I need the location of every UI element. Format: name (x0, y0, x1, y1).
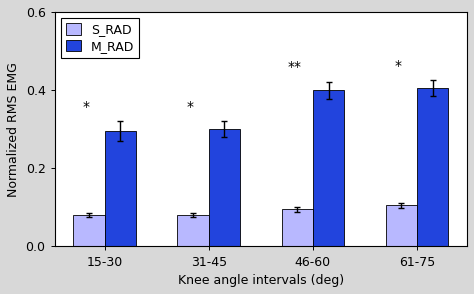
Text: *: * (186, 100, 193, 114)
Legend: S_RAD, M_RAD: S_RAD, M_RAD (61, 18, 139, 58)
Text: **: ** (287, 61, 301, 74)
Bar (209, 129, 240, 246)
Bar (105, 131, 136, 246)
Y-axis label: Normalized RMS EMG: Normalized RMS EMG (7, 62, 20, 197)
Bar (417, 88, 448, 246)
Bar (386, 206, 417, 246)
Bar (313, 90, 344, 246)
Bar (177, 215, 209, 246)
Bar (73, 215, 105, 246)
Text: *: * (82, 100, 89, 114)
Bar (282, 209, 313, 246)
Text: *: * (395, 59, 402, 73)
X-axis label: Knee angle intervals (deg): Knee angle intervals (deg) (178, 274, 344, 287)
